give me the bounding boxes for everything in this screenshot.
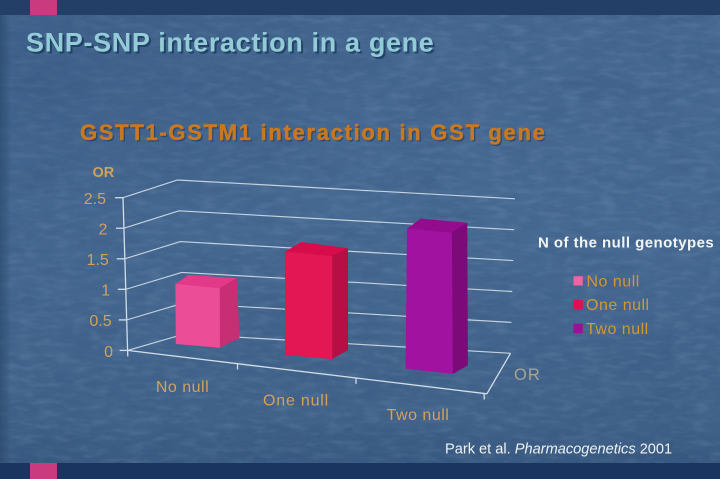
svg-text:0: 0 xyxy=(104,344,113,361)
svg-text:SNP-SNP interaction in a gene: SNP-SNP interaction in a gene xyxy=(28,29,436,59)
svg-text:One null: One null xyxy=(586,297,650,314)
svg-text:No null: No null xyxy=(156,379,209,396)
svg-text:Park et al. Pharmacogenetics: Park et al. Pharmacogenetics 2001 xyxy=(445,442,672,458)
svg-text:No null: No null xyxy=(587,273,640,290)
svg-text:Two null: Two null xyxy=(387,407,450,424)
svg-text:0.5: 0.5 xyxy=(89,313,111,330)
svg-text:2: 2 xyxy=(98,222,107,239)
svg-text:One null: One null xyxy=(263,392,329,409)
svg-text:OR: OR xyxy=(93,165,115,181)
svg-text:1: 1 xyxy=(101,283,110,300)
svg-text:2.5: 2.5 xyxy=(84,191,106,208)
svg-text:OR: OR xyxy=(514,366,541,384)
svg-text:N of the null genotypes: N of the null genotypes xyxy=(538,235,714,252)
svg-text:SNP-SNP interaction in a gene: SNP-SNP interaction in a gene xyxy=(26,27,434,57)
svg-text:GSTT1-GSTM1 interaction in GST: GSTT1-GSTM1 interaction in GST gene xyxy=(82,122,549,147)
svg-text:Two null: Two null xyxy=(586,321,649,338)
svg-text:GSTT1-GSTM1 interaction in GST: GSTT1-GSTM1 interaction in GST gene xyxy=(80,120,547,145)
svg-text:1.5: 1.5 xyxy=(87,252,109,269)
